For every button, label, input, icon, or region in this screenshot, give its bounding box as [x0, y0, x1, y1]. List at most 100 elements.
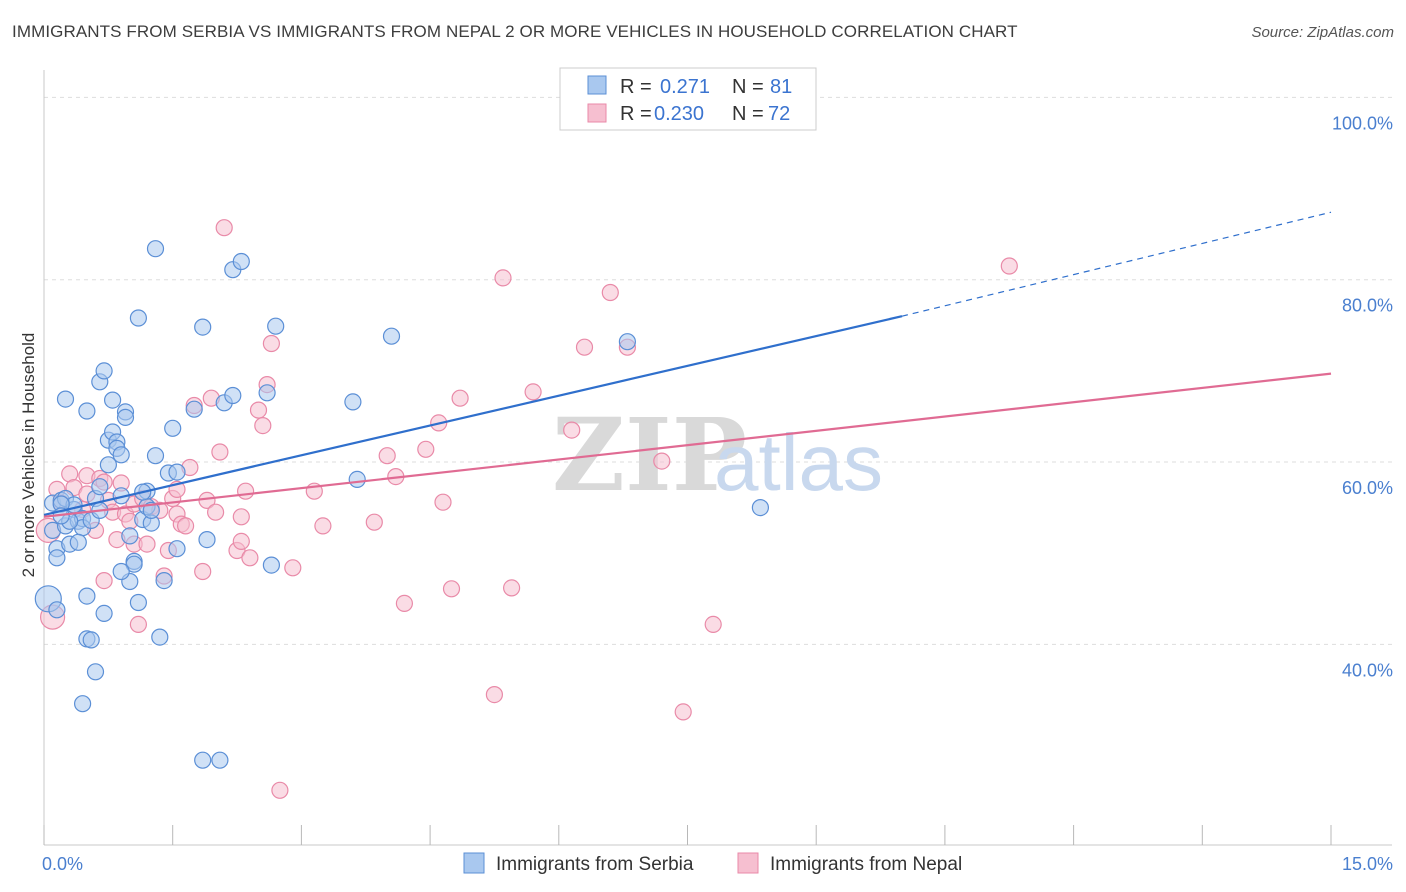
point-nepal-62 [451, 389, 469, 407]
point-nepal-53 [314, 517, 332, 535]
axes-layer: 40.0% 60.0% 80.0% 100.0% 0.0% 15.0% [42, 70, 1393, 874]
trend-line-nepal [43, 372, 1332, 518]
trend-line-serbia [43, 315, 903, 517]
point-serbia-23 [99, 456, 118, 474]
legend-n-label-nepal: N = [732, 103, 764, 125]
point-serbia-69 [73, 695, 92, 713]
x-tick-label-end: 15.0% [1342, 854, 1393, 874]
point-serbia-79 [48, 601, 66, 619]
point-serbia-68 [211, 751, 229, 769]
point-serbia-56 [224, 386, 242, 405]
point-serbia-76 [69, 533, 87, 551]
point-serbia-45 [146, 240, 165, 258]
point-nepal-57 [395, 594, 413, 613]
point-nepal-61 [442, 580, 461, 598]
point-nepal-64 [494, 269, 512, 287]
trend-layer [43, 211, 1332, 518]
point-serbia-59 [258, 384, 276, 402]
point-nepal-23 [138, 535, 156, 553]
bottom-legend: Immigrants from Serbia Immigrants from N… [463, 852, 962, 875]
legend-swatch-serbia [587, 75, 607, 95]
point-serbia-65 [618, 333, 637, 351]
point-serbia-49 [164, 419, 182, 437]
point-nepal-63 [485, 685, 503, 704]
point-nepal-40 [215, 219, 233, 237]
point-serbia-18 [86, 663, 105, 681]
point-serbia-4 [48, 549, 66, 567]
point-nepal-42 [232, 508, 250, 526]
point-nepal-45 [241, 549, 259, 567]
point-serbia-36 [125, 555, 143, 573]
point-serbia-44 [146, 447, 165, 465]
y-tick-label-60: 60.0% [1342, 478, 1393, 498]
point-nepal-73 [704, 615, 722, 634]
point-serbia-37 [129, 593, 147, 612]
point-serbia-63 [348, 470, 366, 488]
point-serbia-38 [129, 309, 147, 327]
point-serbia-58 [232, 252, 250, 271]
point-nepal-66 [524, 383, 542, 401]
point-nepal-65 [503, 579, 521, 597]
point-serbia-21 [95, 362, 113, 380]
point-nepal-58 [417, 440, 435, 458]
point-serbia-33 [121, 527, 139, 545]
point-serbia-51 [168, 540, 186, 558]
legend-r-label-serbia: R = [620, 76, 652, 98]
point-nepal-21 [129, 615, 147, 634]
point-nepal-44 [237, 482, 255, 500]
legend: R = 0.271 N = 81 R = 0.230 N = 72 [559, 67, 817, 131]
point-serbia-75 [112, 562, 130, 581]
point-nepal-74 [1000, 257, 1018, 275]
point-serbia-53 [194, 318, 212, 336]
point-serbia-67 [194, 751, 212, 769]
point-serbia-32 [116, 408, 135, 426]
watermark-atlas: atlas [714, 418, 883, 507]
point-serbia-43 [142, 501, 160, 519]
point-serbia-61 [267, 317, 285, 335]
point-serbia-50 [168, 463, 186, 481]
y-tick-label-40: 40.0% [1342, 660, 1393, 680]
point-nepal-46 [249, 401, 268, 419]
chart-title: IMMIGRANTS FROM SERBIA VS IMMIGRANTS FRO… [12, 22, 1018, 41]
point-nepal-69 [601, 283, 619, 302]
legend-n-value-serbia: 81 [770, 76, 792, 98]
point-nepal-50 [271, 781, 289, 799]
point-serbia-19 [91, 478, 109, 496]
point-nepal-47 [254, 417, 272, 435]
point-nepal-72 [674, 703, 692, 721]
point-nepal-67 [563, 421, 581, 439]
point-nepal-49 [262, 334, 280, 353]
bottom-legend-swatch-serbia [463, 852, 485, 874]
point-nepal-51 [284, 559, 302, 577]
point-serbia-46 [151, 628, 169, 646]
point-nepal-55 [378, 447, 396, 465]
point-serbia-22 [95, 604, 113, 623]
point-nepal-68 [575, 338, 594, 356]
bottom-legend-label-nepal: Immigrants from Nepal [770, 854, 962, 875]
watermark: ZIP atlas [552, 396, 883, 514]
legend-n-value-nepal: 72 [768, 103, 790, 125]
point-serbia-70 [82, 631, 100, 649]
point-serbia-47 [155, 571, 173, 590]
point-serbia-14 [78, 587, 96, 605]
point-nepal-39 [211, 443, 229, 461]
point-serbia-52 [185, 400, 203, 418]
points-layer [34, 219, 1018, 799]
bottom-legend-swatch-nepal [737, 852, 759, 874]
y-axis-label: 2 or more Vehicles in Household [19, 333, 38, 578]
point-nepal-43 [232, 532, 250, 551]
legend-r-value-nepal: 0.230 [654, 103, 704, 125]
point-nepal-32 [177, 517, 195, 535]
point-nepal-38 [207, 503, 225, 521]
point-serbia-71 [56, 390, 75, 408]
point-serbia-26 [103, 391, 122, 409]
point-nepal-12 [95, 571, 113, 590]
legend-r-label-nepal: R = [620, 103, 652, 125]
legend-n-label-serbia: N = [732, 76, 764, 98]
point-serbia-54 [198, 530, 216, 549]
watermark-zip: ZIP [552, 396, 747, 514]
point-serbia-30 [112, 446, 130, 464]
point-nepal-35 [194, 562, 212, 581]
source-label: Source: ZipAtlas.com [1251, 24, 1394, 41]
